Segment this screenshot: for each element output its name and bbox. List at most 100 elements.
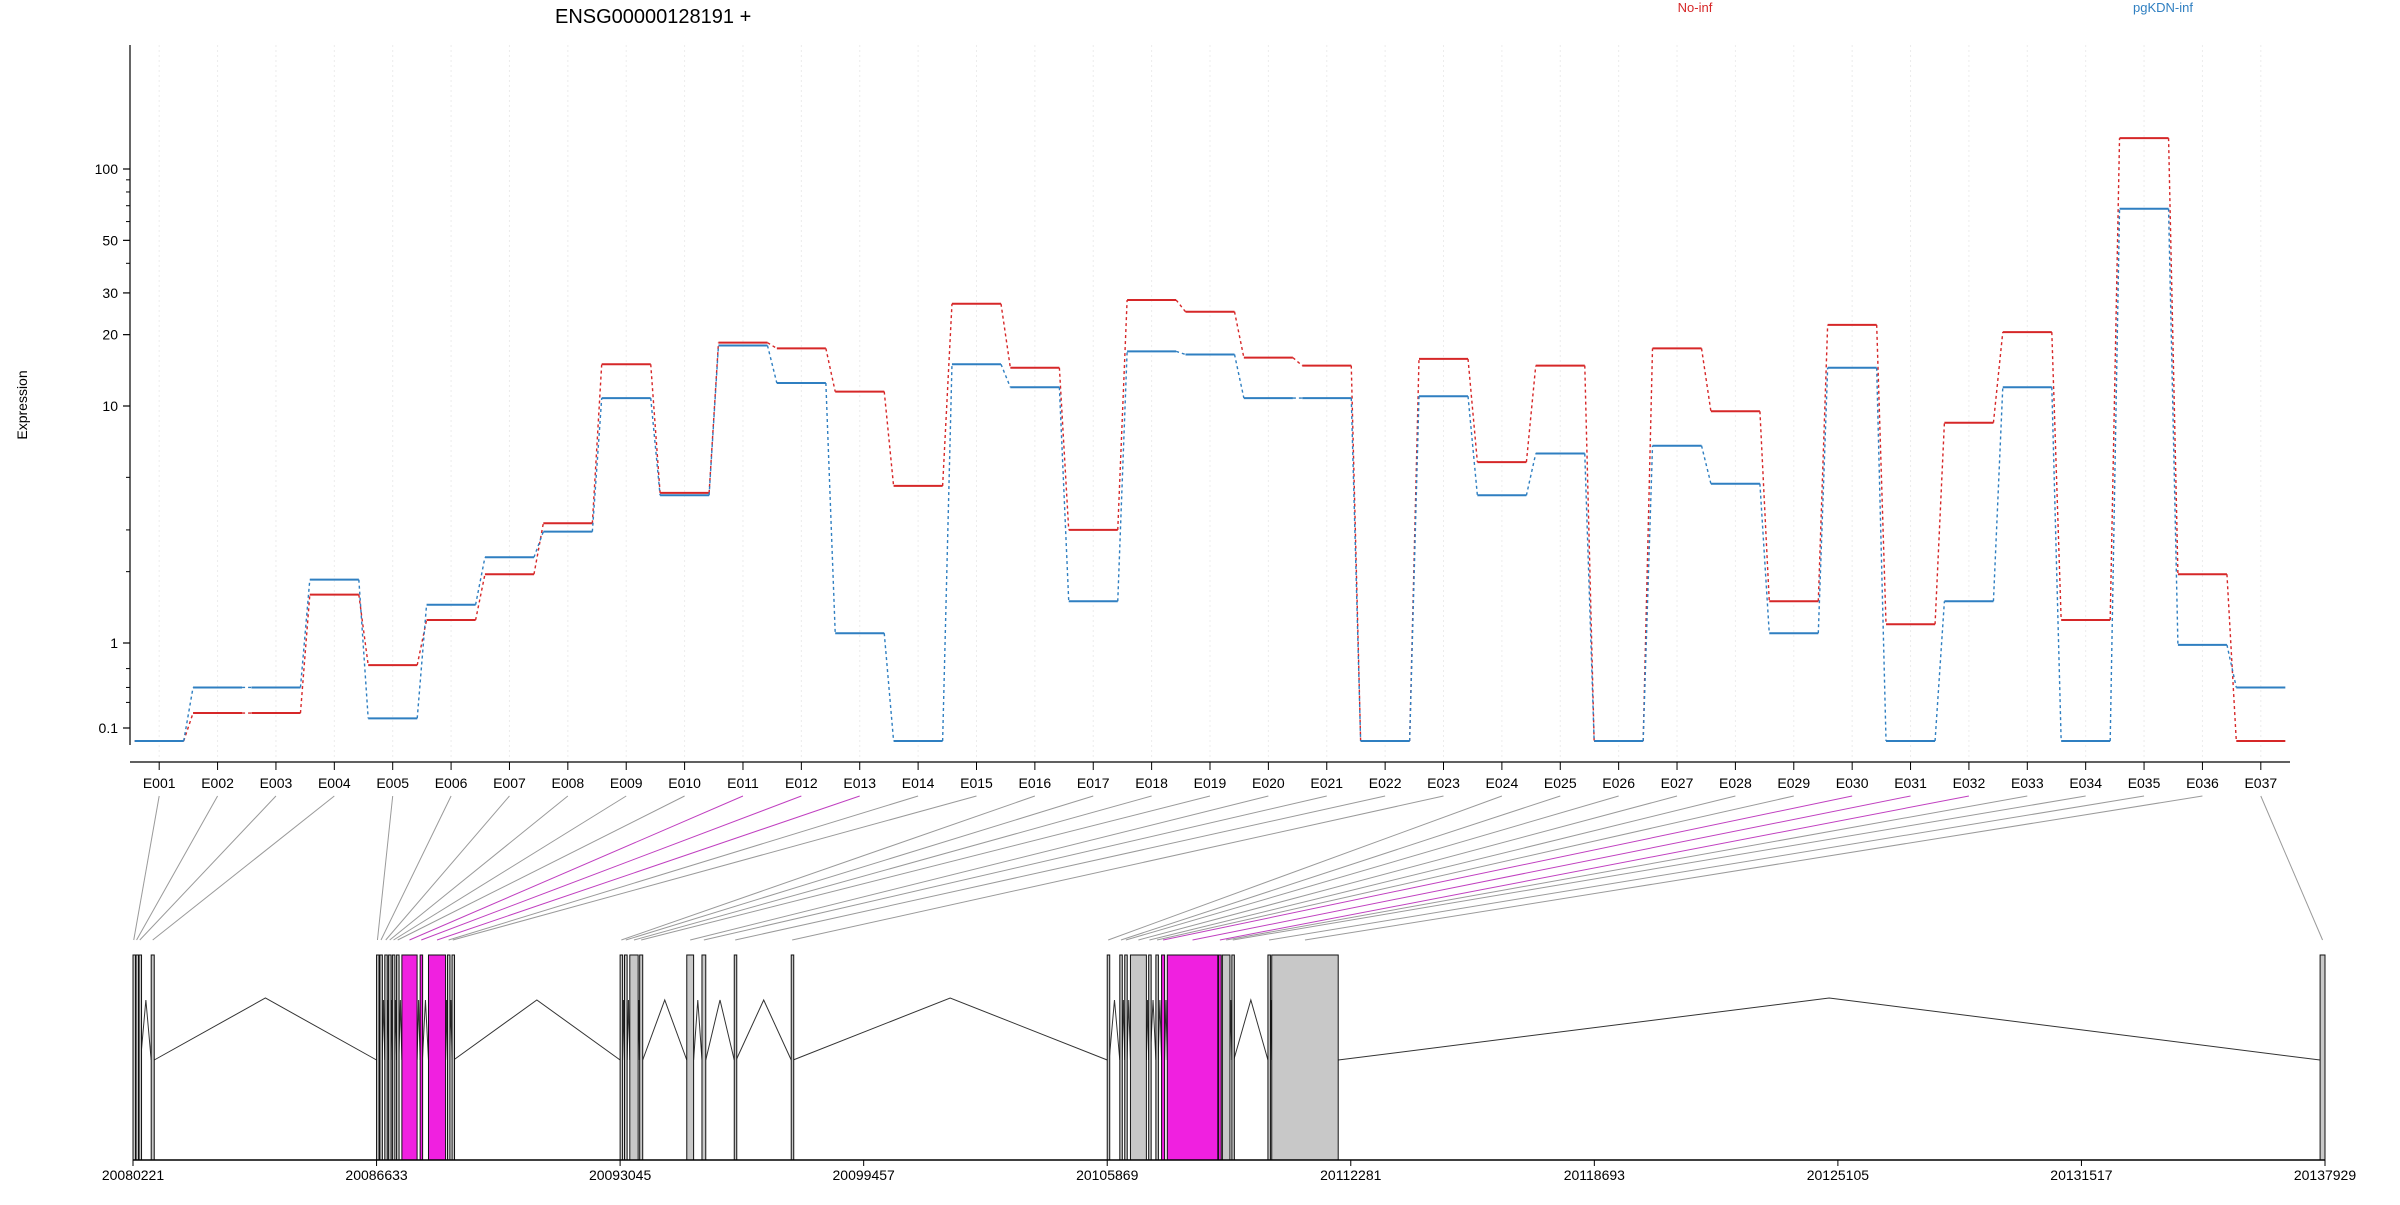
x-tick-label: E037 bbox=[2244, 775, 2277, 791]
genomic-tick-label: 20137929 bbox=[2294, 1167, 2357, 1183]
exon-connector bbox=[1162, 795, 1853, 941]
exon-box bbox=[376, 954, 380, 1161]
series-connector bbox=[1525, 453, 1537, 496]
x-tick-label: E003 bbox=[260, 775, 293, 791]
y-axis-label: Expression bbox=[14, 370, 30, 439]
grid bbox=[158, 45, 2262, 760]
series-connector bbox=[1467, 396, 1479, 496]
x-tick-label: E017 bbox=[1077, 775, 1110, 791]
series-connector bbox=[1175, 350, 1186, 356]
x-tick-label: E029 bbox=[1777, 775, 1810, 791]
x-ticks: E001 E002 E003 E004 E005 E006 E007 E008 E009 E010… bbox=[143, 762, 2277, 791]
exon-connector bbox=[409, 795, 744, 941]
x-tick-label: E031 bbox=[1894, 775, 1927, 791]
series-connector bbox=[1759, 483, 1770, 634]
series-connector bbox=[1584, 365, 1595, 742]
genomic-tick-label: 20131517 bbox=[2050, 1167, 2113, 1183]
series-connector bbox=[2226, 574, 2237, 742]
exon-connector bbox=[1192, 795, 1911, 941]
series-connector bbox=[1700, 348, 1712, 412]
intron bbox=[421, 999, 429, 1061]
series-no-inf bbox=[134, 137, 2286, 742]
exon-connector bbox=[393, 795, 627, 941]
exon-connector bbox=[625, 795, 1094, 941]
genomic-tick-label: 20080221 bbox=[102, 1167, 165, 1183]
x-tick-label: E010 bbox=[668, 775, 701, 791]
series-connector bbox=[533, 531, 544, 558]
series-group bbox=[134, 137, 2286, 742]
series-connector bbox=[1117, 299, 1128, 530]
x-tick-label: E001 bbox=[143, 775, 176, 791]
x-tick-label: E036 bbox=[2186, 775, 2219, 791]
series-connector bbox=[2051, 387, 2062, 742]
series-connector bbox=[1175, 299, 1187, 313]
exon-connector bbox=[139, 795, 277, 941]
intron bbox=[1338, 997, 2321, 1061]
series-connector bbox=[1642, 348, 1654, 742]
series-connector bbox=[474, 574, 486, 621]
series-connector bbox=[650, 364, 661, 493]
exon-connector bbox=[633, 795, 1152, 941]
series-connector bbox=[1058, 367, 1070, 530]
exon-box bbox=[619, 954, 624, 1161]
exon-box bbox=[1119, 954, 1123, 1161]
x-tick-label: E009 bbox=[610, 775, 643, 791]
series-connector bbox=[2051, 332, 2062, 621]
series-connector bbox=[1408, 396, 1420, 742]
intron bbox=[416, 999, 421, 1061]
exon-box bbox=[1106, 954, 1111, 1161]
exon-box bbox=[419, 954, 424, 1161]
exon-box bbox=[639, 954, 644, 1161]
series-connector bbox=[1992, 387, 2004, 602]
series-connector bbox=[358, 579, 369, 719]
exon-connector bbox=[792, 795, 1444, 941]
exon-connector bbox=[1156, 795, 1794, 941]
x-tick-label: E013 bbox=[843, 775, 876, 791]
x-tick-label: E019 bbox=[1194, 775, 1227, 791]
exon-connectors bbox=[133, 795, 2324, 941]
x-tick-label: E012 bbox=[785, 775, 818, 791]
exon-connector bbox=[152, 795, 335, 941]
y-tick-label: 0.1 bbox=[99, 720, 119, 736]
exon-box bbox=[401, 954, 418, 1161]
exon-connector bbox=[380, 795, 452, 941]
exon-connector bbox=[436, 795, 860, 941]
series-connector bbox=[825, 383, 836, 634]
y-ticks: 0.1 1 10 20 30 50 100 bbox=[95, 161, 130, 736]
x-tick-label: E016 bbox=[1019, 775, 1052, 791]
exon-connector bbox=[136, 795, 219, 941]
x-tick-label: E014 bbox=[902, 775, 935, 791]
exon-box bbox=[446, 954, 451, 1161]
exon-box bbox=[2319, 954, 2326, 1161]
series-connector bbox=[1817, 324, 1829, 602]
series-connector bbox=[767, 342, 778, 349]
series-connector bbox=[1934, 601, 1946, 742]
x-tick-label: E006 bbox=[435, 775, 468, 791]
exon-connector bbox=[1120, 795, 1561, 941]
series-connector bbox=[183, 687, 194, 742]
x-tick-label: E030 bbox=[1836, 775, 1869, 791]
exon-connector bbox=[448, 795, 919, 941]
exon-connector bbox=[385, 795, 510, 941]
exon-box bbox=[384, 954, 388, 1161]
exon-box bbox=[379, 954, 383, 1161]
exon-connector bbox=[1304, 795, 2203, 941]
exon-box bbox=[1267, 954, 1271, 1161]
exon-box bbox=[150, 954, 155, 1161]
series-connector bbox=[883, 633, 895, 742]
series-connector bbox=[1233, 354, 1245, 399]
series-connector bbox=[299, 594, 311, 714]
exon-connector bbox=[1138, 795, 1678, 941]
series-connector bbox=[1875, 324, 1887, 625]
exon-connector bbox=[1149, 795, 1736, 941]
genomic-tick-label: 20125105 bbox=[1807, 1167, 1870, 1183]
exon-box bbox=[388, 954, 392, 1161]
x-tick-label: E032 bbox=[1953, 775, 1986, 791]
genomic-tick-label: 20099457 bbox=[833, 1167, 896, 1183]
series-connector bbox=[883, 391, 895, 486]
exon-box bbox=[1161, 954, 1166, 1161]
exon-connector bbox=[2260, 795, 2324, 941]
series-connector bbox=[474, 557, 486, 605]
x-tick-label: E034 bbox=[2069, 775, 2102, 791]
series-connector bbox=[1525, 365, 1537, 463]
